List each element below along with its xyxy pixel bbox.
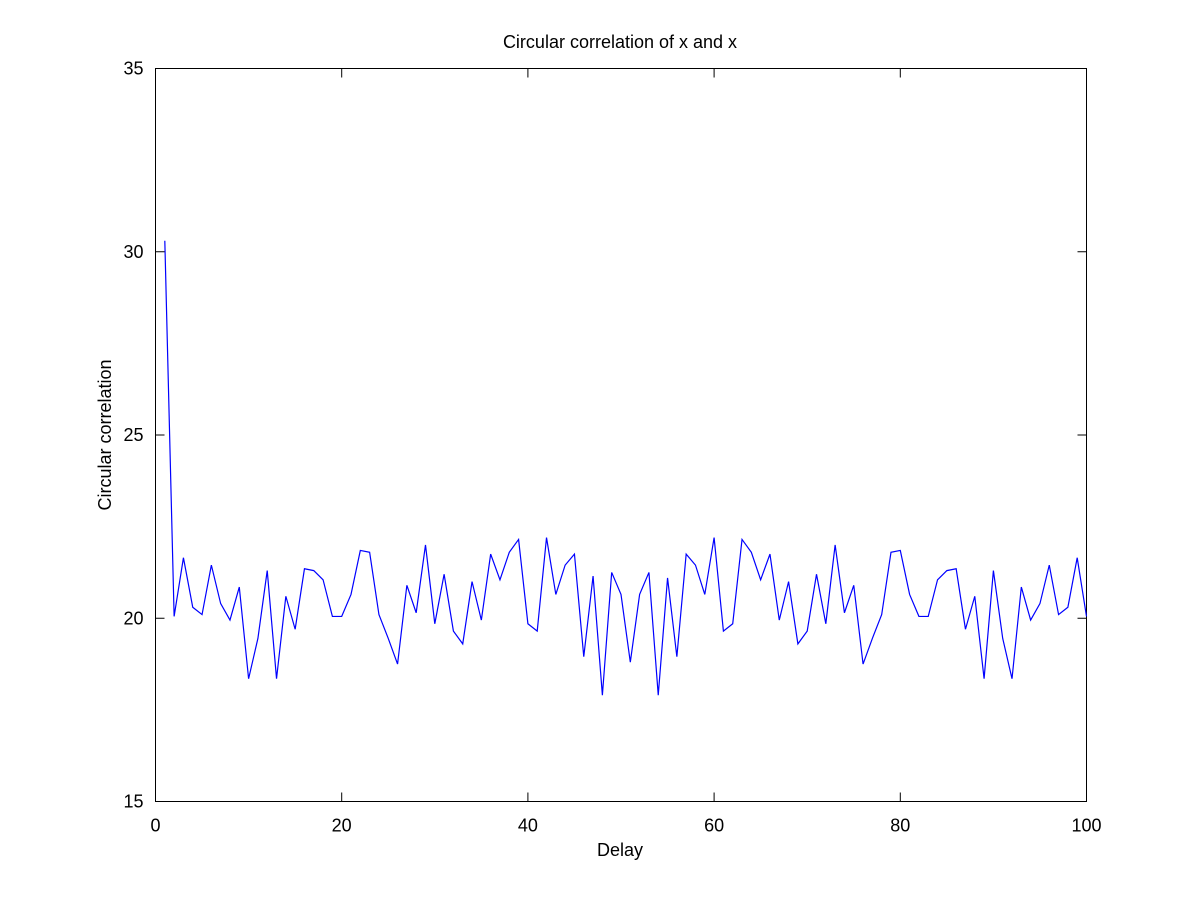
x-axis-label: Delay — [597, 840, 643, 860]
x-tick-label: 0 — [150, 816, 160, 836]
y-tick-label: 25 — [123, 425, 143, 445]
x-tick-label: 80 — [890, 816, 910, 836]
y-tick-label: 35 — [123, 59, 143, 79]
plot-series — [164, 240, 1088, 696]
y-tick-label: 30 — [123, 242, 143, 262]
x-tick-label: 100 — [1071, 816, 1101, 836]
x-axis-tick-labels: 0 20 40 60 80 100 — [150, 816, 1101, 836]
x-tick-label: 60 — [704, 816, 724, 836]
y-axis-label: Circular correlation — [95, 359, 115, 510]
y-tick-label: 15 — [123, 792, 143, 812]
chart-title: Circular correlation of x and x — [503, 32, 737, 52]
series-line — [164, 240, 1088, 696]
y-axis-ticks — [155, 68, 1087, 802]
x-tick-label: 40 — [518, 816, 538, 836]
plot-axes: 0 20 40 60 80 100 15 20 25 30 35 — [123, 59, 1101, 836]
x-axis-ticks — [155, 68, 1087, 802]
y-axis-tick-labels: 15 20 25 30 35 — [123, 59, 143, 812]
y-tick-label: 20 — [123, 608, 143, 628]
x-tick-label: 20 — [332, 816, 352, 836]
